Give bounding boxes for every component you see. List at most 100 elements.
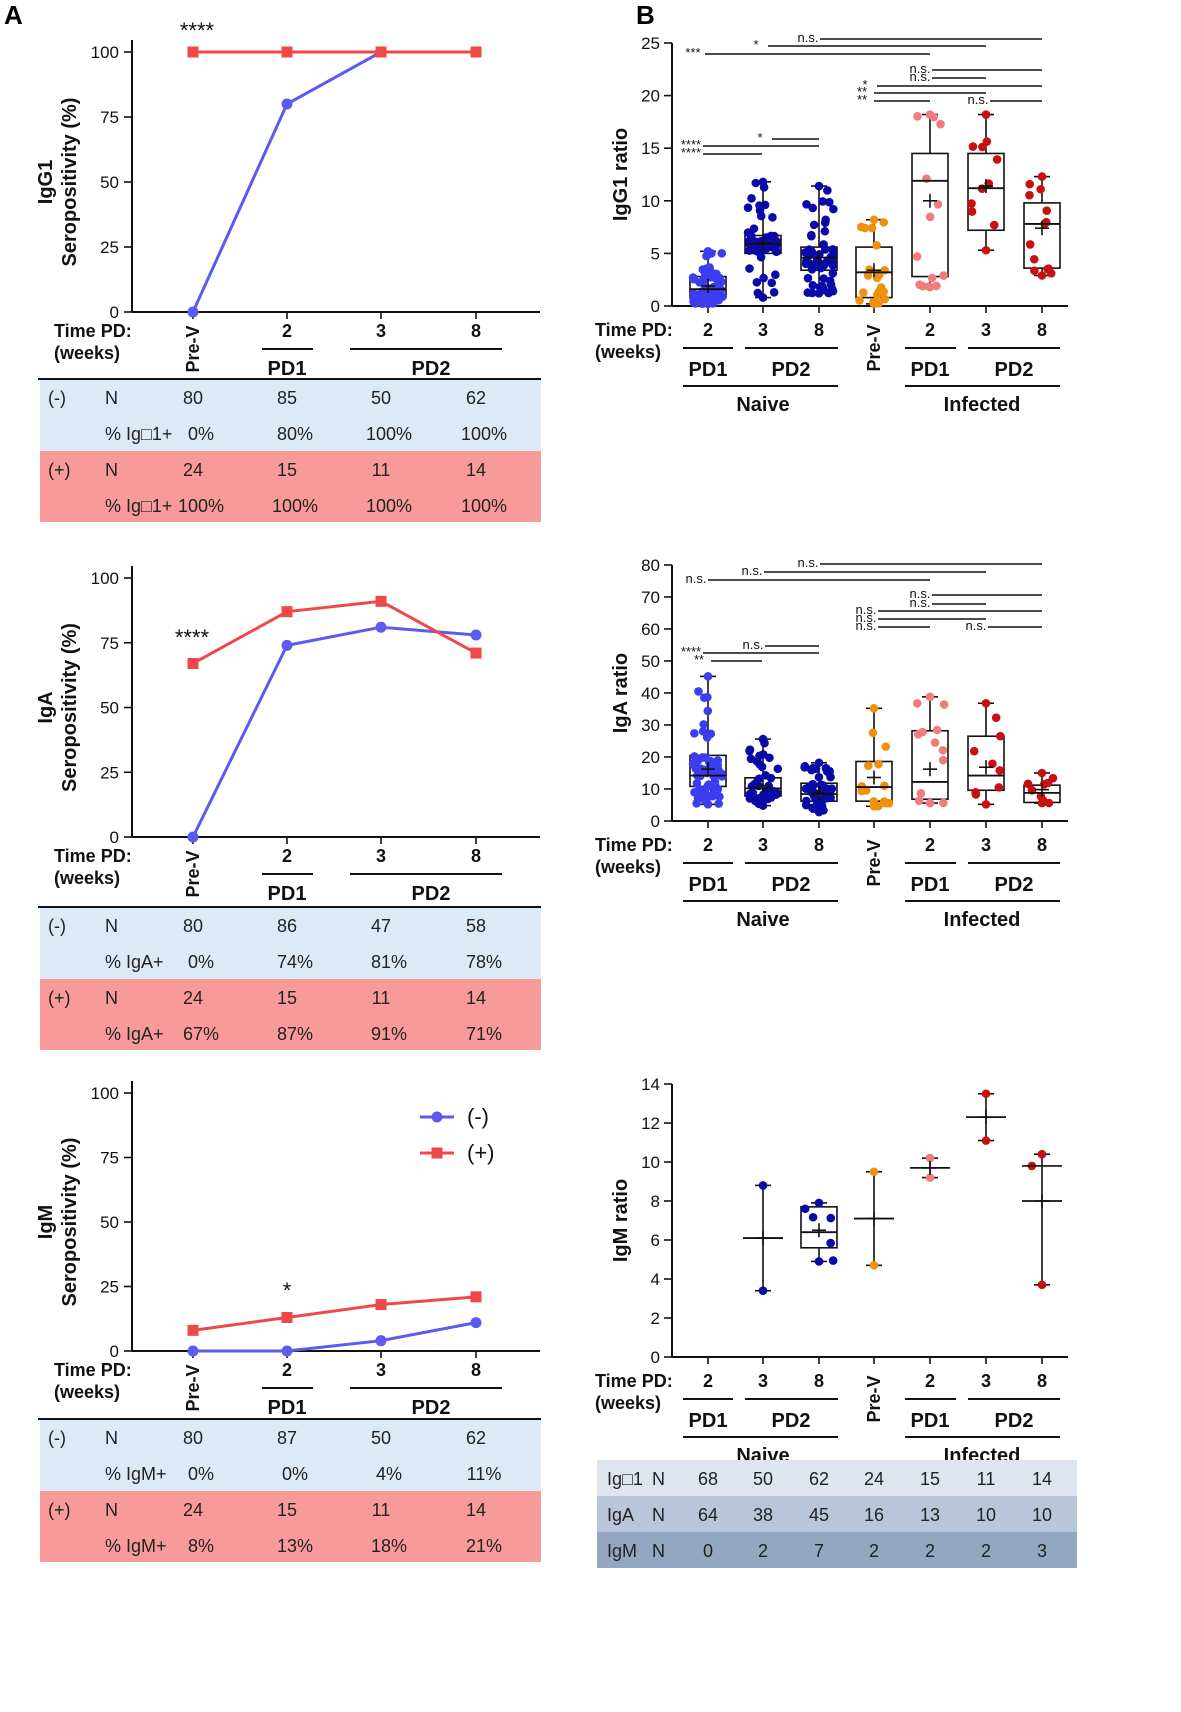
data-point [772, 240, 781, 250]
data-point [994, 783, 1004, 792]
table-row-label-pct: % IgM+ [105, 1536, 167, 1556]
table-cell: 62 [466, 388, 486, 408]
data-point [808, 281, 818, 290]
y-tick-label: 0 [110, 1342, 119, 1361]
data-point [933, 200, 943, 209]
table-cell: 15 [277, 1500, 297, 1520]
box-group [911, 110, 949, 292]
category-label: 3 [981, 320, 991, 340]
table-isotype-label: Ig□1 [607, 1469, 643, 1489]
box-group [743, 1181, 783, 1295]
y-tick-label: 40 [641, 684, 660, 703]
data-point [880, 781, 889, 790]
significance-label: n.s. [968, 92, 989, 107]
table-row-label-pct: % Ig□1+ [105, 424, 172, 444]
table-cell: 15 [277, 460, 297, 480]
series-line-pos [192, 1295, 477, 1332]
table-group-neg: (-) [48, 388, 66, 408]
data-point [939, 271, 948, 280]
iga_sero-chart: 0 25 50 75 100 IgA Seropositivity (%) **** Time … [35, 566, 540, 905]
data-point [913, 730, 923, 739]
data-point [807, 261, 817, 271]
data-point [698, 727, 708, 736]
time-unit-label: (weeks) [595, 857, 661, 877]
time-label: Time PD: [54, 321, 132, 341]
y-axis-title-line-2: Seropositivity (%) [59, 98, 81, 267]
table-cell: 24 [183, 1500, 203, 1520]
table-cell: 21% [466, 1536, 502, 1556]
data-point [818, 197, 828, 206]
table-cell: 78% [466, 952, 502, 972]
table-cell: 11% [467, 1464, 502, 1484]
table-cell: 100% [461, 424, 507, 444]
data-point [988, 759, 997, 769]
y-axis-title: IgG1 ratio [610, 128, 632, 221]
box-group [743, 177, 782, 302]
category-label: 2 [925, 835, 935, 855]
data-point-neg [187, 1345, 199, 1357]
y-tick-label: 12 [641, 1114, 660, 1133]
data-point [1037, 768, 1047, 778]
data-point [925, 692, 935, 702]
data-point [698, 299, 707, 308]
table-group-pos: (+) [48, 460, 71, 480]
data-point [918, 281, 928, 291]
data-point [828, 269, 838, 278]
table-cell: 68 [698, 1469, 718, 1489]
table-cell: 62 [809, 1469, 829, 1489]
table-cell: 0% [188, 1464, 214, 1484]
data-point [753, 288, 763, 298]
significance-label: n.s. [686, 571, 707, 586]
category-label: 8 [814, 1371, 824, 1391]
category-label: 2 [282, 1360, 292, 1380]
data-point [710, 787, 719, 797]
table-row-label-n: N [105, 388, 118, 408]
data-point-pos [470, 647, 482, 659]
data-point [912, 252, 922, 261]
table-cell: 100% [272, 496, 318, 516]
igg1_ratio-chart: 0 5 10 15 20 25 IgG1 ratio Time PD:(weeks) 2 3 8 2 3… [595, 34, 1068, 416]
data-point [859, 288, 868, 297]
data-point [1029, 254, 1039, 264]
y-axis-title: IgM Seropositivity (%) [35, 1138, 81, 1307]
data-point [716, 276, 725, 286]
data-point [1036, 184, 1045, 194]
table-cell: 80 [183, 916, 203, 936]
pd1-label: PD1 [268, 1397, 307, 1419]
data-point [698, 753, 707, 762]
y-axis-title-line-2: Seropositivity (%) [59, 623, 81, 792]
data-point [771, 790, 781, 799]
y-tick-label: 10 [641, 1153, 660, 1172]
y-tick-label: 100 [91, 1084, 119, 1103]
pd2-label: PD2 [772, 359, 811, 381]
table-row-label-n: N [105, 460, 118, 480]
data-point [809, 220, 819, 230]
y-tick-label: 25 [100, 763, 119, 782]
iga_sero-summary-table: (-) (+) N % IgA+ N % IgA+ 80 86 47 58 0% 74% 81% 78% 2… [38, 906, 541, 1050]
data-point [759, 183, 769, 192]
data-point [808, 1212, 818, 1222]
pd2-label: PD2 [772, 874, 811, 896]
data-point [803, 288, 813, 297]
category-label: 8 [471, 846, 481, 866]
data-point [699, 720, 708, 729]
table-cell: 86 [277, 916, 297, 936]
time-label: Time PD: [595, 320, 673, 340]
pd1-label: PD1 [689, 1410, 728, 1432]
data-point [1025, 179, 1035, 189]
data-point [690, 752, 699, 761]
table-cell: 11 [977, 1469, 996, 1489]
box-group [800, 181, 838, 298]
data-point [912, 699, 922, 708]
data-point [981, 1089, 991, 1099]
data-point [699, 786, 708, 796]
data-point-pos [470, 46, 482, 58]
y-tick-label: 4 [651, 1270, 660, 1289]
category-label: 8 [1037, 320, 1047, 340]
significance-label: n.s. [856, 618, 877, 633]
sample-size-table: Ig□1 N 68 50 62 24 15 11 14 IgA N 64 38 45 16 13 10 10 IgM… [597, 1460, 1077, 1568]
box-group [967, 110, 1005, 255]
significance-label: n.s. [966, 618, 987, 633]
y-axis-title: IgA ratio [610, 653, 632, 733]
data-point [825, 276, 835, 286]
